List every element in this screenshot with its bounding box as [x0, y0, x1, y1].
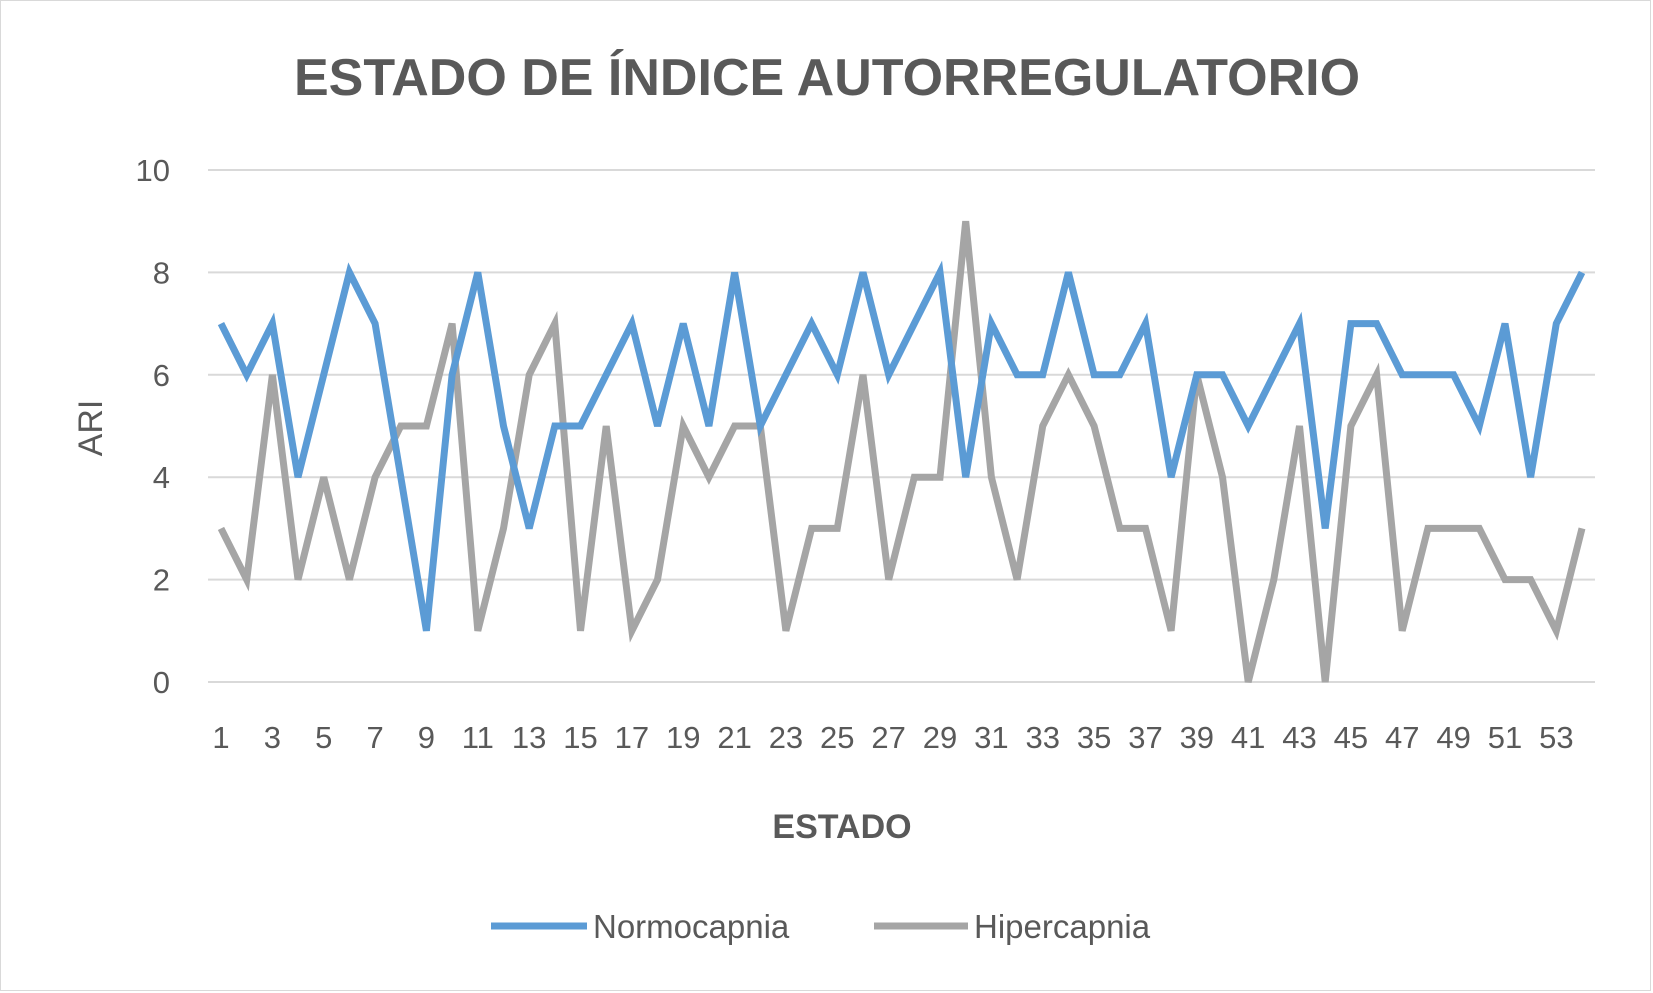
x-tick-label: 41: [1231, 720, 1265, 755]
x-tick-label: 3: [264, 720, 281, 755]
y-tick-label: 6: [153, 358, 170, 393]
x-tick-label: 47: [1385, 720, 1419, 755]
y-axis-ticks: 0 2 4 6 8 10: [136, 153, 170, 700]
x-tick-label: 35: [1077, 720, 1111, 755]
legend: Normocapnia Hipercapnia: [491, 908, 1151, 945]
x-tick-label: 23: [769, 720, 803, 755]
y-axis-title: ARI: [72, 400, 110, 457]
x-tick-label: 53: [1539, 720, 1573, 755]
chart-title: ESTADO DE ÍNDICE AUTORREGULATORIO: [294, 49, 1360, 107]
x-tick-label: 27: [871, 720, 905, 755]
series-lines: [217, 220, 1586, 683]
legend-label-normocapnia: Normocapnia: [593, 908, 790, 945]
y-tick-label: 2: [153, 563, 170, 598]
x-tick-label: 7: [366, 720, 383, 755]
x-tick-label: 21: [717, 720, 751, 755]
x-tick-label: 39: [1180, 720, 1214, 755]
legend-label-hipercapnia: Hipercapnia: [974, 908, 1151, 945]
x-tick-label: 43: [1282, 720, 1316, 755]
y-tick-label: 4: [153, 460, 170, 495]
y-tick-label: 0: [153, 665, 170, 700]
x-tick-label: 13: [512, 720, 546, 755]
x-tick-label: 45: [1334, 720, 1368, 755]
x-tick-label: 37: [1128, 720, 1162, 755]
x-tick-label: 51: [1488, 720, 1522, 755]
series-line-hipercapnia: [217, 220, 1586, 683]
x-tick-label: 17: [615, 720, 649, 755]
x-axis-title: ESTADO: [772, 808, 911, 846]
y-tick-label: 8: [153, 255, 170, 290]
x-tick-label: 5: [315, 720, 332, 755]
x-tick-label: 29: [923, 720, 957, 755]
series-line-normocapnia: [217, 260, 1586, 632]
x-tick-label: 33: [1025, 720, 1059, 755]
x-tick-label: 19: [666, 720, 700, 755]
x-tick-label: 9: [418, 720, 435, 755]
x-tick-label: 31: [974, 720, 1008, 755]
x-axis-ticks: 1 3 5 7 9 11 13 15 17 19 21 23 25 27 29 31 33 35 37 39 41 43 4…: [212, 720, 1573, 755]
x-tick-label: 1: [212, 720, 229, 755]
x-tick-label: 49: [1436, 720, 1470, 755]
y-tick-label: 10: [136, 153, 170, 188]
x-tick-label: 25: [820, 720, 854, 755]
x-tick-label: 15: [563, 720, 597, 755]
x-tick-label: 11: [462, 720, 494, 755]
